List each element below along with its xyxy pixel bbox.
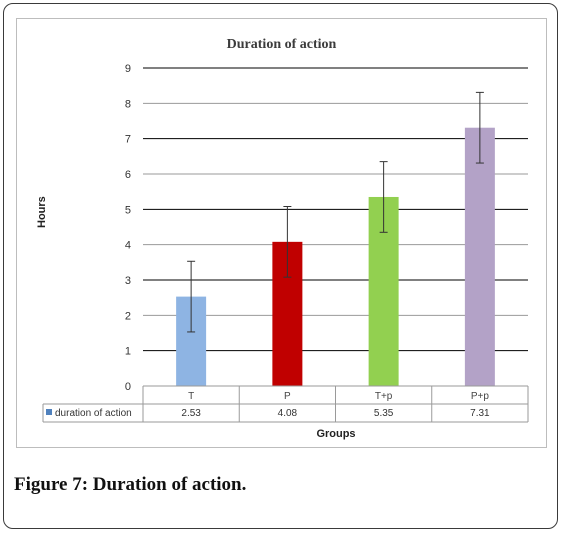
x-tick-label: P	[284, 391, 291, 402]
y-tick-label: 2	[125, 310, 131, 322]
y-tick-label: 0	[125, 381, 131, 393]
x-axis-label: Groups	[316, 428, 356, 440]
x-tick-label: T+p	[375, 391, 393, 402]
bar	[464, 127, 495, 387]
y-tick-label: 5	[125, 204, 131, 216]
chart-title: Duration of action	[226, 37, 337, 52]
chart-border	[16, 18, 547, 448]
x-tick-label: T	[188, 391, 194, 402]
y-tick-label: 4	[125, 240, 131, 252]
y-tick-label: 3	[125, 275, 131, 287]
y-tick-label: 6	[125, 169, 131, 181]
data-label: 2.53	[181, 408, 201, 419]
data-label: 4.08	[278, 408, 298, 419]
x-tick-label: P+p	[471, 391, 490, 402]
y-tick-label: 8	[125, 98, 131, 110]
data-label: 7.31	[470, 408, 490, 419]
legend-swatch	[46, 409, 52, 415]
figure-caption: Figure 7: Duration of action.	[14, 474, 247, 495]
figure-frame	[3, 3, 558, 529]
y-tick-label: 9	[125, 63, 131, 75]
data-label: 5.35	[374, 408, 394, 419]
legend-label: duration of action	[55, 408, 132, 419]
y-tick-label: 7	[125, 134, 131, 146]
y-tick-label: 1	[125, 346, 131, 358]
